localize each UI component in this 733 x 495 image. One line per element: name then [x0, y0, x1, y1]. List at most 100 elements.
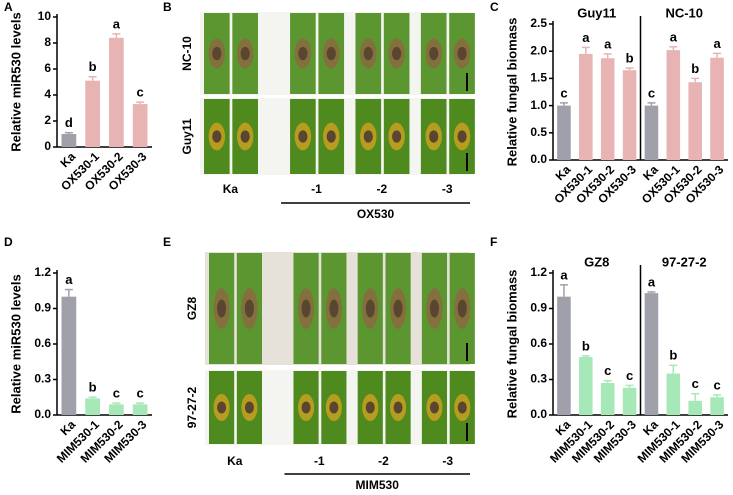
- lesion-core: [217, 401, 227, 414]
- lesion-core: [326, 46, 336, 61]
- column-label: -2: [377, 182, 388, 196]
- panel-letter: B: [163, 0, 172, 14]
- lesion-core: [363, 130, 373, 143]
- significance-letter: b: [89, 380, 97, 395]
- lesion-core: [301, 299, 311, 318]
- significance-letter: c: [137, 386, 144, 401]
- y-tick-label: 0.5: [530, 125, 547, 139]
- y-tick-label: 0.9: [34, 301, 51, 315]
- lesion-core: [244, 401, 254, 414]
- y-tick-label: 8: [44, 35, 51, 49]
- bar: [132, 404, 148, 415]
- lesion-core: [429, 401, 439, 414]
- y-tick-label: 1.2: [530, 265, 547, 279]
- lesion-core: [240, 130, 250, 143]
- y-tick-label: 0.0: [530, 407, 547, 421]
- lesion-core: [365, 401, 375, 414]
- y-tick-label: 2.0: [530, 43, 547, 57]
- lesion-core: [329, 401, 339, 414]
- significance-letter: a: [560, 267, 568, 282]
- significance-letter: b: [626, 51, 634, 66]
- significance-letter: a: [582, 30, 590, 45]
- significance-letter: c: [113, 386, 120, 401]
- column-label: -3: [442, 182, 453, 196]
- lesion-core: [244, 299, 254, 318]
- column-label: Ka: [223, 182, 239, 196]
- y-tick-label: 4: [44, 87, 51, 101]
- significance-letter: a: [670, 29, 678, 44]
- y-tick-label: 2.5: [530, 16, 547, 30]
- lesion-core: [212, 46, 222, 61]
- significance-letter: a: [648, 274, 656, 289]
- bar: [710, 57, 724, 161]
- y-tick-label: 1.2: [34, 265, 51, 279]
- lesion-core: [457, 46, 467, 61]
- y-tick-label: 1.5: [530, 71, 547, 85]
- y-tick-label: 2: [44, 113, 51, 127]
- lesion-core: [392, 130, 402, 143]
- column-label: -3: [442, 454, 453, 468]
- group-label: OX530: [357, 207, 395, 221]
- row-label: Guy11: [180, 118, 194, 154]
- significance-letter: a: [713, 36, 721, 51]
- group-title: 97-27-2: [662, 254, 707, 269]
- lesion-core: [429, 299, 439, 318]
- significance-letter: c: [604, 363, 611, 378]
- bar: [109, 404, 124, 415]
- y-tick-label: 0.9: [530, 301, 547, 315]
- bar: [61, 134, 77, 147]
- significance-letter: c: [626, 368, 633, 383]
- panel-letter: A: [4, 0, 13, 14]
- bar: [85, 80, 100, 147]
- bar: [666, 50, 681, 160]
- bar: [85, 398, 100, 415]
- column-label: -2: [378, 454, 389, 468]
- significance-letter: c: [692, 376, 699, 391]
- y-tick-label: 0.3: [530, 372, 547, 386]
- y-tick-label: 0.6: [530, 336, 547, 350]
- bar: [688, 82, 702, 160]
- lesion-core: [457, 299, 467, 318]
- bar: [710, 397, 724, 415]
- bar: [132, 104, 148, 147]
- lesion-core: [393, 299, 403, 318]
- y-tick-label: 0: [44, 139, 51, 153]
- y-tick-label: 0.0: [34, 407, 51, 421]
- bar: [644, 293, 659, 415]
- column-label: -1: [314, 454, 325, 468]
- significance-letter: a: [604, 36, 612, 51]
- y-tick-label: 10: [38, 9, 52, 23]
- bar: [61, 296, 77, 415]
- group-title: Guy11: [577, 5, 616, 20]
- bar: [644, 105, 659, 160]
- bar: [600, 383, 615, 415]
- y-tick-label: 0.0: [530, 152, 547, 166]
- bar: [600, 58, 615, 160]
- significance-letter: b: [582, 338, 590, 353]
- y-axis-label: Relative miR530 levels: [8, 274, 23, 413]
- bar: [579, 53, 593, 160]
- lesion-core: [457, 130, 467, 143]
- y-tick-label: 1.0: [530, 98, 547, 112]
- panel-letter: C: [490, 0, 499, 14]
- significance-letter: b: [89, 59, 97, 74]
- y-axis-label: Relative miR530 levels: [8, 12, 23, 151]
- significance-letter: b: [691, 61, 699, 76]
- column-label: -1: [311, 182, 322, 196]
- lesion-core: [240, 46, 250, 61]
- bar: [557, 105, 571, 160]
- column-label: Ka: [227, 454, 243, 468]
- panel-letter: D: [4, 235, 13, 249]
- lesion-core: [429, 130, 439, 143]
- bar: [622, 70, 637, 160]
- y-tick-label: 0.3: [34, 372, 51, 386]
- significance-letter: d: [65, 115, 73, 130]
- significance-letter: c: [137, 85, 144, 100]
- significance-letter: c: [713, 377, 720, 392]
- significance-letter: a: [65, 272, 73, 287]
- y-axis-label: Relative fungal biomass: [504, 18, 519, 167]
- bar: [579, 357, 593, 415]
- lesion-core: [429, 46, 439, 61]
- lesion-core: [326, 130, 336, 143]
